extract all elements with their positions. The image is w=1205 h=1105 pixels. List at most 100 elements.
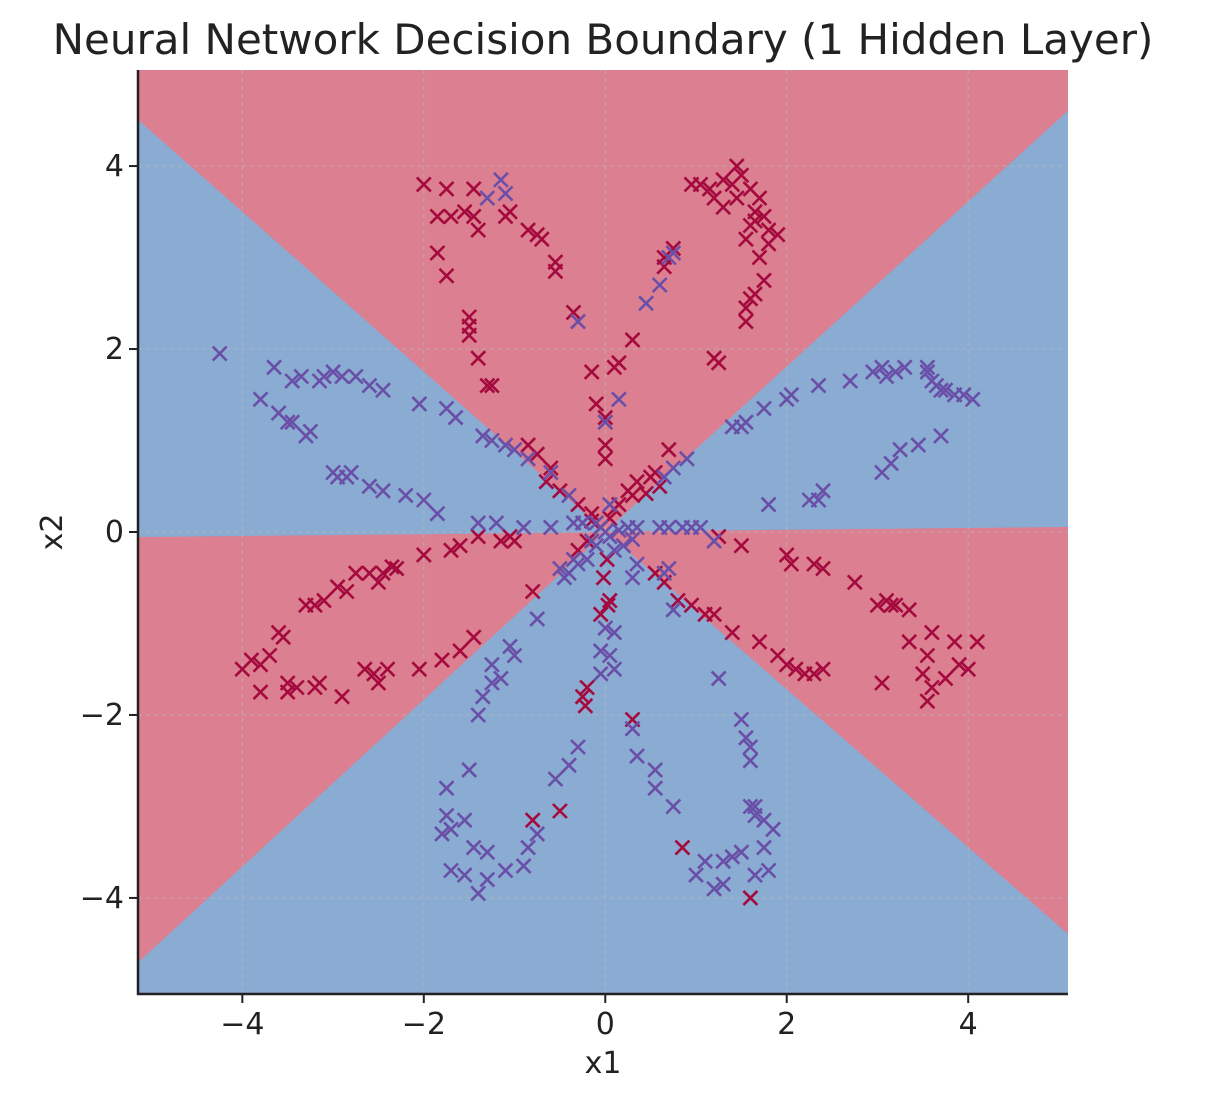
- point-red: [579, 679, 596, 696]
- point-blue: [896, 359, 913, 376]
- point-red: [465, 629, 482, 646]
- point-red: [592, 606, 609, 623]
- point-red: [901, 601, 918, 618]
- point-blue: [502, 638, 518, 655]
- point-red: [411, 661, 428, 678]
- point-red: [806, 556, 822, 572]
- point-blue: [570, 313, 586, 330]
- point-blue: [706, 533, 723, 550]
- point-blue: [815, 482, 831, 499]
- point-red: [597, 409, 614, 426]
- point-blue: [919, 363, 936, 380]
- point-blue: [547, 771, 564, 787]
- point-blue: [492, 171, 509, 188]
- point-red: [370, 675, 387, 691]
- point-blue: [624, 720, 641, 737]
- x-axis-label: x1: [585, 1046, 622, 1081]
- point-blue: [647, 761, 664, 778]
- point-red: [665, 240, 682, 257]
- point-red: [715, 199, 732, 216]
- point-blue: [479, 871, 496, 888]
- point-blue: [297, 427, 314, 444]
- point-red: [429, 245, 446, 261]
- point-blue: [520, 839, 537, 856]
- point-blue: [747, 798, 763, 815]
- point-red: [960, 661, 977, 678]
- point-red: [742, 217, 759, 234]
- point-red: [595, 569, 612, 586]
- point-blue: [411, 395, 428, 412]
- point-red: [338, 583, 355, 600]
- point-red: [787, 661, 804, 678]
- point-red: [624, 331, 641, 348]
- point-red: [651, 478, 668, 495]
- point-red: [384, 558, 400, 575]
- point-blue: [660, 519, 677, 536]
- point-red: [316, 592, 332, 609]
- point-red: [597, 450, 614, 467]
- point-blue: [737, 414, 754, 431]
- point-red: [756, 272, 772, 289]
- point-blue: [334, 368, 351, 385]
- point-blue: [361, 478, 378, 495]
- x-tick-label: −2: [402, 1007, 446, 1042]
- point-red: [388, 560, 405, 577]
- point-red: [599, 551, 616, 568]
- point-blue: [610, 522, 627, 539]
- point-red: [742, 889, 759, 906]
- point-blue: [497, 437, 514, 454]
- point-blue: [883, 455, 900, 472]
- point-blue: [565, 514, 582, 531]
- point-red: [914, 665, 931, 682]
- point-blue: [561, 757, 577, 774]
- point-red: [565, 304, 582, 321]
- point-blue: [470, 707, 487, 723]
- point-red: [479, 377, 496, 394]
- point-blue: [706, 880, 723, 897]
- point-blue: [592, 665, 609, 682]
- point-red: [234, 661, 251, 678]
- point-blue: [561, 487, 577, 504]
- point-blue: [765, 821, 782, 838]
- point-blue: [465, 839, 482, 856]
- point-blue: [347, 368, 364, 385]
- point-blue: [656, 565, 673, 582]
- point-blue: [937, 382, 954, 399]
- point-blue: [747, 867, 763, 884]
- point-red: [923, 624, 940, 641]
- point-red: [710, 354, 727, 371]
- point-red: [275, 629, 292, 646]
- point-blue: [551, 560, 568, 577]
- point-blue: [756, 839, 772, 856]
- point-red: [715, 171, 732, 188]
- point-red: [610, 354, 627, 371]
- point-blue: [443, 821, 459, 838]
- decision-regions: [138, 70, 1068, 994]
- point-blue: [565, 551, 582, 568]
- point-blue: [252, 391, 269, 408]
- point-blue: [438, 780, 455, 797]
- point-red: [706, 606, 723, 623]
- point-blue: [492, 670, 509, 687]
- point-blue: [447, 409, 464, 426]
- point-red: [751, 633, 768, 650]
- point-blue: [515, 519, 532, 536]
- point-red: [796, 665, 813, 682]
- point-red: [778, 656, 795, 673]
- point-blue: [470, 885, 487, 902]
- point-red: [452, 537, 469, 554]
- point-blue: [361, 377, 378, 394]
- point-red: [502, 203, 518, 220]
- point-red: [597, 437, 614, 454]
- point-red: [583, 363, 600, 380]
- point-blue: [874, 359, 890, 376]
- point-red: [542, 460, 559, 476]
- point-red: [737, 299, 754, 316]
- point-blue: [606, 661, 623, 678]
- point-red: [660, 441, 677, 458]
- point-blue: [375, 382, 391, 399]
- point-blue: [801, 492, 818, 508]
- point-red: [728, 190, 745, 207]
- point-blue: [479, 844, 496, 861]
- point-blue: [715, 853, 732, 870]
